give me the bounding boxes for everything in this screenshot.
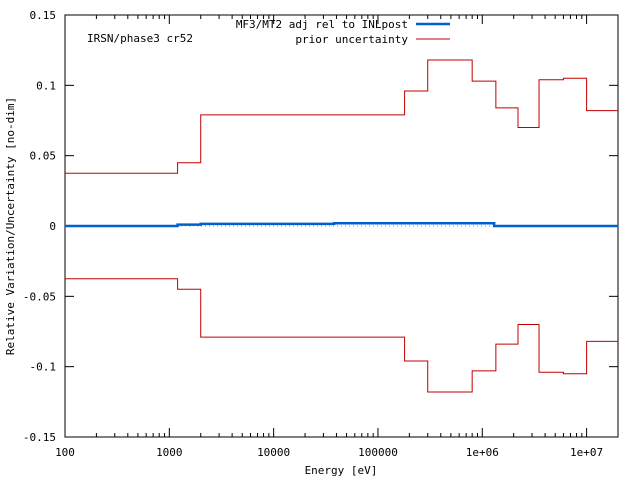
legend-label: MF3/MT2 adj rel to INLpost bbox=[236, 18, 408, 31]
y-tick-label: 0.15 bbox=[30, 9, 57, 22]
y-tick-label: -0.1 bbox=[30, 361, 57, 374]
prior-uncertainty-line bbox=[65, 59, 618, 174]
x-axis: 100 1000 10000 100000 1e+06 1e+07 bbox=[55, 15, 619, 459]
series-layer bbox=[65, 59, 618, 393]
y-tick-label: 0.1 bbox=[36, 79, 56, 92]
y-tick-label: 0 bbox=[49, 220, 56, 233]
adjustment-series-line bbox=[65, 221, 618, 228]
x-axis-label: Energy [eV] bbox=[305, 464, 378, 477]
y-tick-label: -0.05 bbox=[23, 290, 56, 303]
x-tick-label: 100 bbox=[55, 446, 75, 459]
x-tick-label: 1000 bbox=[156, 446, 183, 459]
y-axis: 0.15 0.1 0.05 0 -0.05 -0.1 -0.15 bbox=[23, 9, 618, 444]
prior-uncertainty-line-lower bbox=[65, 278, 618, 393]
x-tick-label: 100000 bbox=[358, 446, 398, 459]
x-tick-label: 1e+07 bbox=[570, 446, 603, 459]
legend-label: prior uncertainty bbox=[295, 33, 408, 46]
x-tick-label: 1e+06 bbox=[466, 446, 499, 459]
legend: MF3/MT2 adj rel to INLpost prior uncertai… bbox=[236, 18, 450, 46]
y-axis-label: Relative Variation/Uncertainty [no-dim] bbox=[4, 97, 17, 355]
x-tick-label: 10000 bbox=[257, 446, 290, 459]
y-tick-label: 0.05 bbox=[30, 150, 57, 163]
chart-annotation: IRSN/phase3 cr52 bbox=[87, 32, 193, 45]
y-tick-label: -0.15 bbox=[23, 431, 56, 444]
